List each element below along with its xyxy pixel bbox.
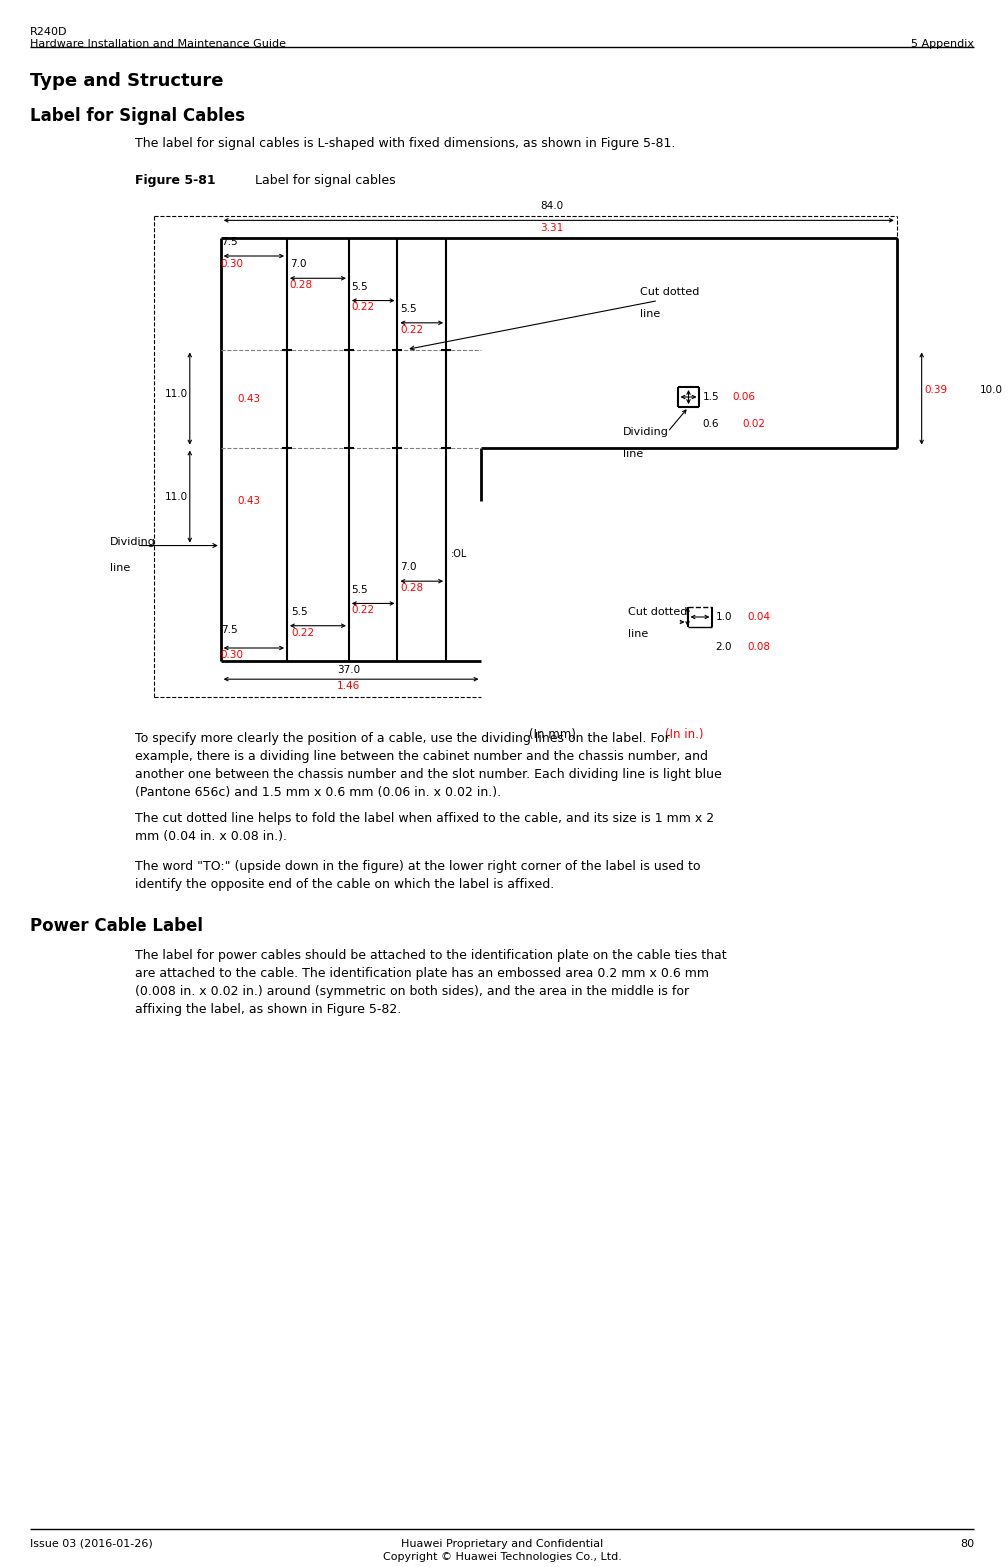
Text: The label for power cables should be attached to the identification plate on the: The label for power cables should be att… [134,950,726,1015]
Text: 1.5: 1.5 [703,392,719,403]
Text: 0.22: 0.22 [291,627,314,638]
Text: Dividing: Dividing [110,536,156,547]
Text: (In mm): (In mm) [528,729,576,741]
Text: The word "TO:" (upside down in the figure) at the lower right corner of the labe: The word "TO:" (upside down in the figur… [134,860,700,892]
Text: 0.22: 0.22 [400,324,423,335]
Text: R240D: R240D [30,27,68,38]
Text: 11.0: 11.0 [165,389,188,400]
Text: 7.5: 7.5 [221,625,237,635]
Text: line: line [640,309,660,320]
Text: 0.04: 0.04 [747,613,770,622]
Text: 0.02: 0.02 [742,418,765,429]
Text: Issue 03 (2016-01-26): Issue 03 (2016-01-26) [30,1539,152,1550]
Text: Cut dotted: Cut dotted [628,606,687,617]
Text: 0.30: 0.30 [221,650,244,660]
Text: 5 Appendix: 5 Appendix [911,39,975,49]
Text: line: line [110,564,130,574]
Text: 10.0: 10.0 [980,384,1003,395]
Text: 0.30: 0.30 [221,259,244,268]
Text: (In in.): (In in.) [665,729,704,741]
Text: 0.28: 0.28 [289,280,312,290]
Text: 84.0: 84.0 [540,202,563,212]
Text: To specify more clearly the position of a cable, use the dividing lines on the l: To specify more clearly the position of … [134,732,722,799]
Text: 0.28: 0.28 [400,583,423,592]
Text: 0.6: 0.6 [703,418,719,429]
Text: line: line [623,450,643,459]
Text: 3.31: 3.31 [540,223,563,233]
Text: 0.22: 0.22 [352,302,375,312]
Text: Copyright © Huawei Technologies Co., Ltd.: Copyright © Huawei Technologies Co., Ltd… [383,1551,622,1562]
Text: 7.5: 7.5 [221,237,237,248]
Text: 5.5: 5.5 [352,584,368,594]
Text: Label for signal cables: Label for signal cables [251,174,396,186]
Text: 0.39: 0.39 [924,384,948,395]
Text: 5.5: 5.5 [291,606,308,617]
Text: Cut dotted: Cut dotted [640,287,700,298]
Text: 2.0: 2.0 [716,642,732,652]
Text: :OL: :OL [451,550,467,559]
Text: 5.5: 5.5 [352,282,368,291]
Text: 37.0: 37.0 [338,664,361,675]
Text: The cut dotted line helps to fold the label when affixed to the cable, and its s: The cut dotted line helps to fold the la… [134,812,714,843]
Text: Figure 5-81: Figure 5-81 [134,174,215,186]
Text: 1.46: 1.46 [338,682,361,691]
Text: Power Cable Label: Power Cable Label [30,917,203,935]
Text: 0.43: 0.43 [238,393,261,404]
Text: 0.08: 0.08 [747,642,770,652]
Text: 0.06: 0.06 [733,392,755,403]
Text: line: line [628,628,648,639]
Text: The label for signal cables is L-shaped with fixed dimensions, as shown in Figur: The label for signal cables is L-shaped … [134,136,675,150]
Text: Label for Signal Cables: Label for Signal Cables [30,107,245,125]
Text: 7.0: 7.0 [289,260,306,270]
Text: 0.22: 0.22 [352,605,375,616]
Text: 7.0: 7.0 [400,563,416,572]
Text: 80: 80 [961,1539,975,1550]
Text: 0.43: 0.43 [238,497,261,506]
Text: Dividing: Dividing [623,426,668,437]
Text: Hardware Installation and Maintenance Guide: Hardware Installation and Maintenance Gu… [30,39,286,49]
Text: 11.0: 11.0 [165,492,188,501]
Text: 1.0: 1.0 [716,613,732,622]
Text: 5.5: 5.5 [400,304,416,313]
Text: Huawei Proprietary and Confidential: Huawei Proprietary and Confidential [401,1539,604,1550]
Text: Type and Structure: Type and Structure [30,72,224,89]
